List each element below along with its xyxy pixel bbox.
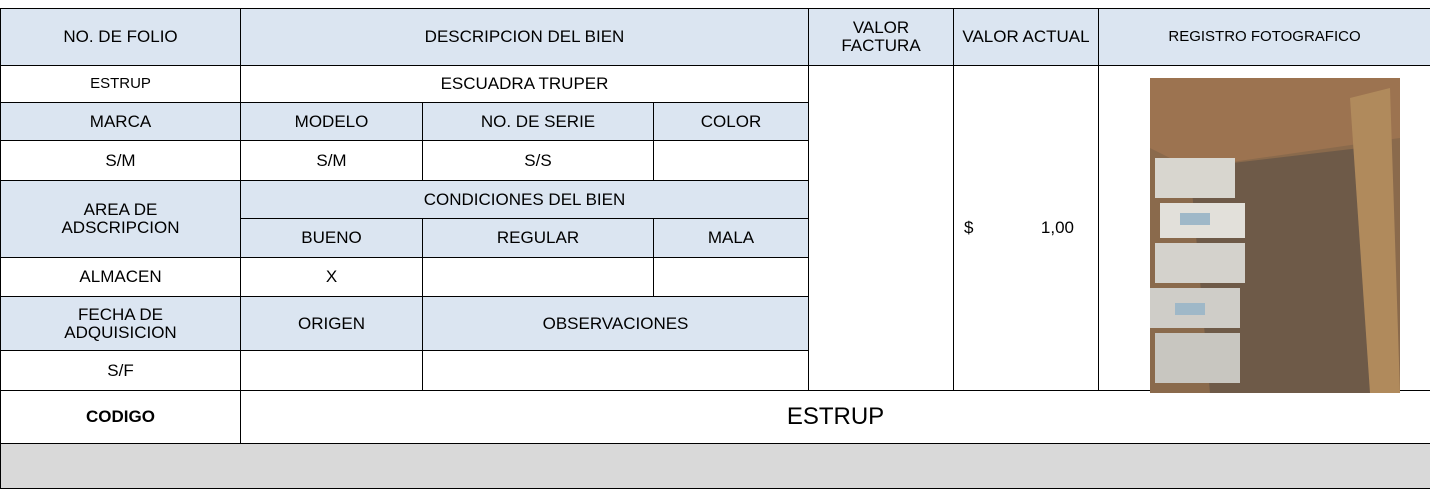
table-cell: S/F [0,350,241,391]
table-cell: CODIGO [0,390,241,444]
table-cell [422,257,654,297]
table-cell: NO. DE SERIE [422,102,654,141]
table-cell: DESCRIPCION DEL BIEN [240,8,809,66]
table-cell: CONDICIONES DEL BIEN [240,180,809,219]
table-cell [240,350,423,391]
table-cell: S/M [0,140,241,181]
table-cell: REGISTRO FOTOGRAFICO [1098,8,1430,66]
table-cell: ALMACEN [0,257,241,297]
table-cell: X [240,257,423,297]
table-cell: NO. DE FOLIO [0,8,241,66]
table-cell: $1,00 [953,65,1099,391]
photo [1150,78,1400,393]
table-cell: ESTRUP [240,390,1430,444]
table-cell: MALA [653,218,809,258]
table-cell [0,443,1430,489]
table-cell: S/S [422,140,654,181]
table-cell: BUENO [240,218,423,258]
table-cell: S/M [240,140,423,181]
table-cell: AREA DE ADSCRIPCION [0,180,241,258]
table-cell: VALOR FACTURA [808,8,954,66]
value-text: 1,00 [1040,218,1074,238]
table-cell: MARCA [0,102,241,141]
table-cell [653,257,809,297]
table-cell: ESCUADRA TRUPER [240,65,809,103]
table-cell: MODELO [240,102,423,141]
table-cell: FECHA DE ADQUISICION [0,296,241,351]
table-cell [653,140,809,181]
table-cell: ORIGEN [240,296,423,351]
table-cell [422,350,809,391]
table-cell: ESTRUP [0,65,241,103]
table-cell: COLOR [653,102,809,141]
table-cell: OBSERVACIONES [422,296,809,351]
table-cell [808,65,954,391]
table-cell: REGULAR [422,218,654,258]
value-text: $ [964,218,974,238]
table-cell: VALOR ACTUAL [953,8,1099,66]
